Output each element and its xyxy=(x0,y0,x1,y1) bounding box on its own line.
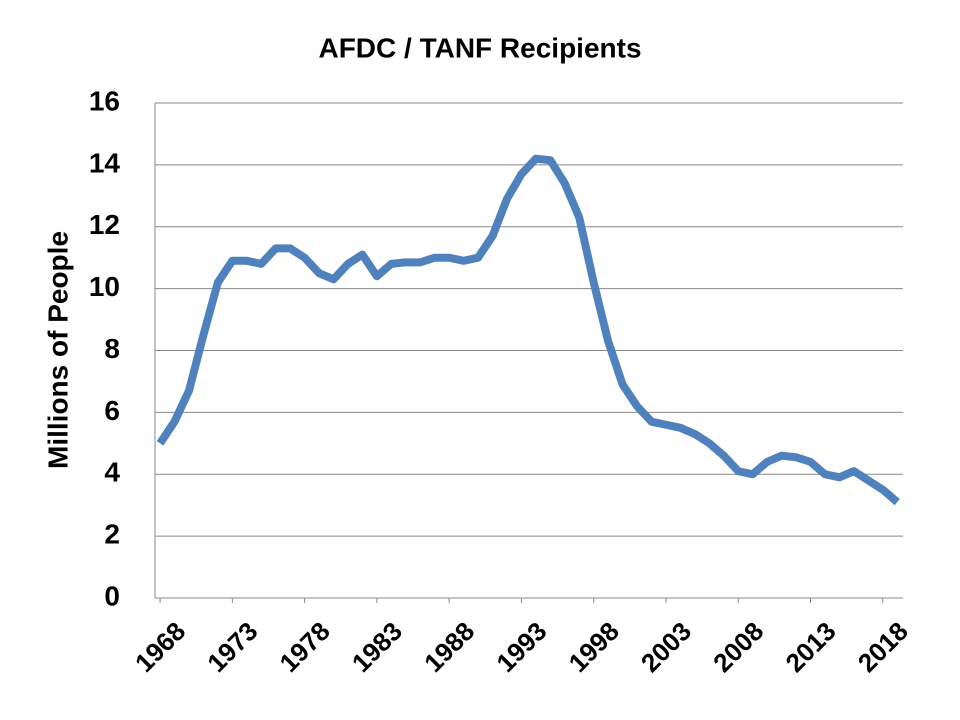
y-tick-label: 12 xyxy=(89,209,120,240)
y-tick-label: 0 xyxy=(104,580,120,611)
x-tick-label: 2018 xyxy=(852,616,914,678)
chart-title: AFDC / TANF Recipients xyxy=(318,32,641,63)
x-tick-label: 1988 xyxy=(418,616,480,678)
x-tick-label: 1973 xyxy=(201,616,263,678)
y-axis-label: Millions of People xyxy=(42,231,73,469)
x-tick-label: 2013 xyxy=(779,616,841,678)
x-tick-label: 2008 xyxy=(707,616,769,678)
y-tick-label: 2 xyxy=(104,519,120,550)
data-line xyxy=(156,154,900,506)
x-tick-label: 1978 xyxy=(274,616,336,678)
y-tick-label: 14 xyxy=(89,147,121,178)
y-tick-label: 4 xyxy=(104,457,120,488)
y-tick-label: 6 xyxy=(104,395,120,426)
x-tick-label: 1993 xyxy=(490,616,552,678)
x-tick-label: 1983 xyxy=(346,616,408,678)
y-tick-label: 10 xyxy=(89,271,120,302)
y-tick-label: 8 xyxy=(104,333,120,364)
y-tick-label: 16 xyxy=(89,85,120,116)
x-tick-label: 1968 xyxy=(129,616,191,678)
x-tick-label: 1998 xyxy=(563,616,625,678)
x-tick-label: 2003 xyxy=(635,616,697,678)
